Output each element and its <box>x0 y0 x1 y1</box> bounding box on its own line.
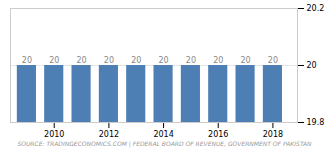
svg-text:20: 20 <box>240 56 250 65</box>
svg-text:20: 20 <box>158 56 168 65</box>
svg-text:20: 20 <box>76 56 86 65</box>
svg-text:2016: 2016 <box>208 130 228 139</box>
svg-text:2014: 2014 <box>153 130 173 139</box>
svg-text:20: 20 <box>49 56 59 65</box>
svg-text:2012: 2012 <box>99 130 119 139</box>
svg-text:20: 20 <box>186 56 196 65</box>
svg-text:20: 20 <box>104 56 114 65</box>
svg-text:19.8: 19.8 <box>307 118 325 127</box>
svg-text:20: 20 <box>213 56 223 65</box>
svg-text:20: 20 <box>268 56 278 65</box>
html-text:SOURCE: TRADINGECONOMICS.COM |: SOURCE: TRADINGECONOMICS.COM | FEDERAL B… <box>17 140 312 147</box>
svg-text:20: 20 <box>131 56 141 65</box>
svg-text:20: 20 <box>307 61 317 70</box>
svg-text:2010: 2010 <box>44 130 64 139</box>
svg-text:2018: 2018 <box>263 130 283 139</box>
svg-text:20: 20 <box>22 56 32 65</box>
svg-text:20.2: 20.2 <box>307 4 325 13</box>
